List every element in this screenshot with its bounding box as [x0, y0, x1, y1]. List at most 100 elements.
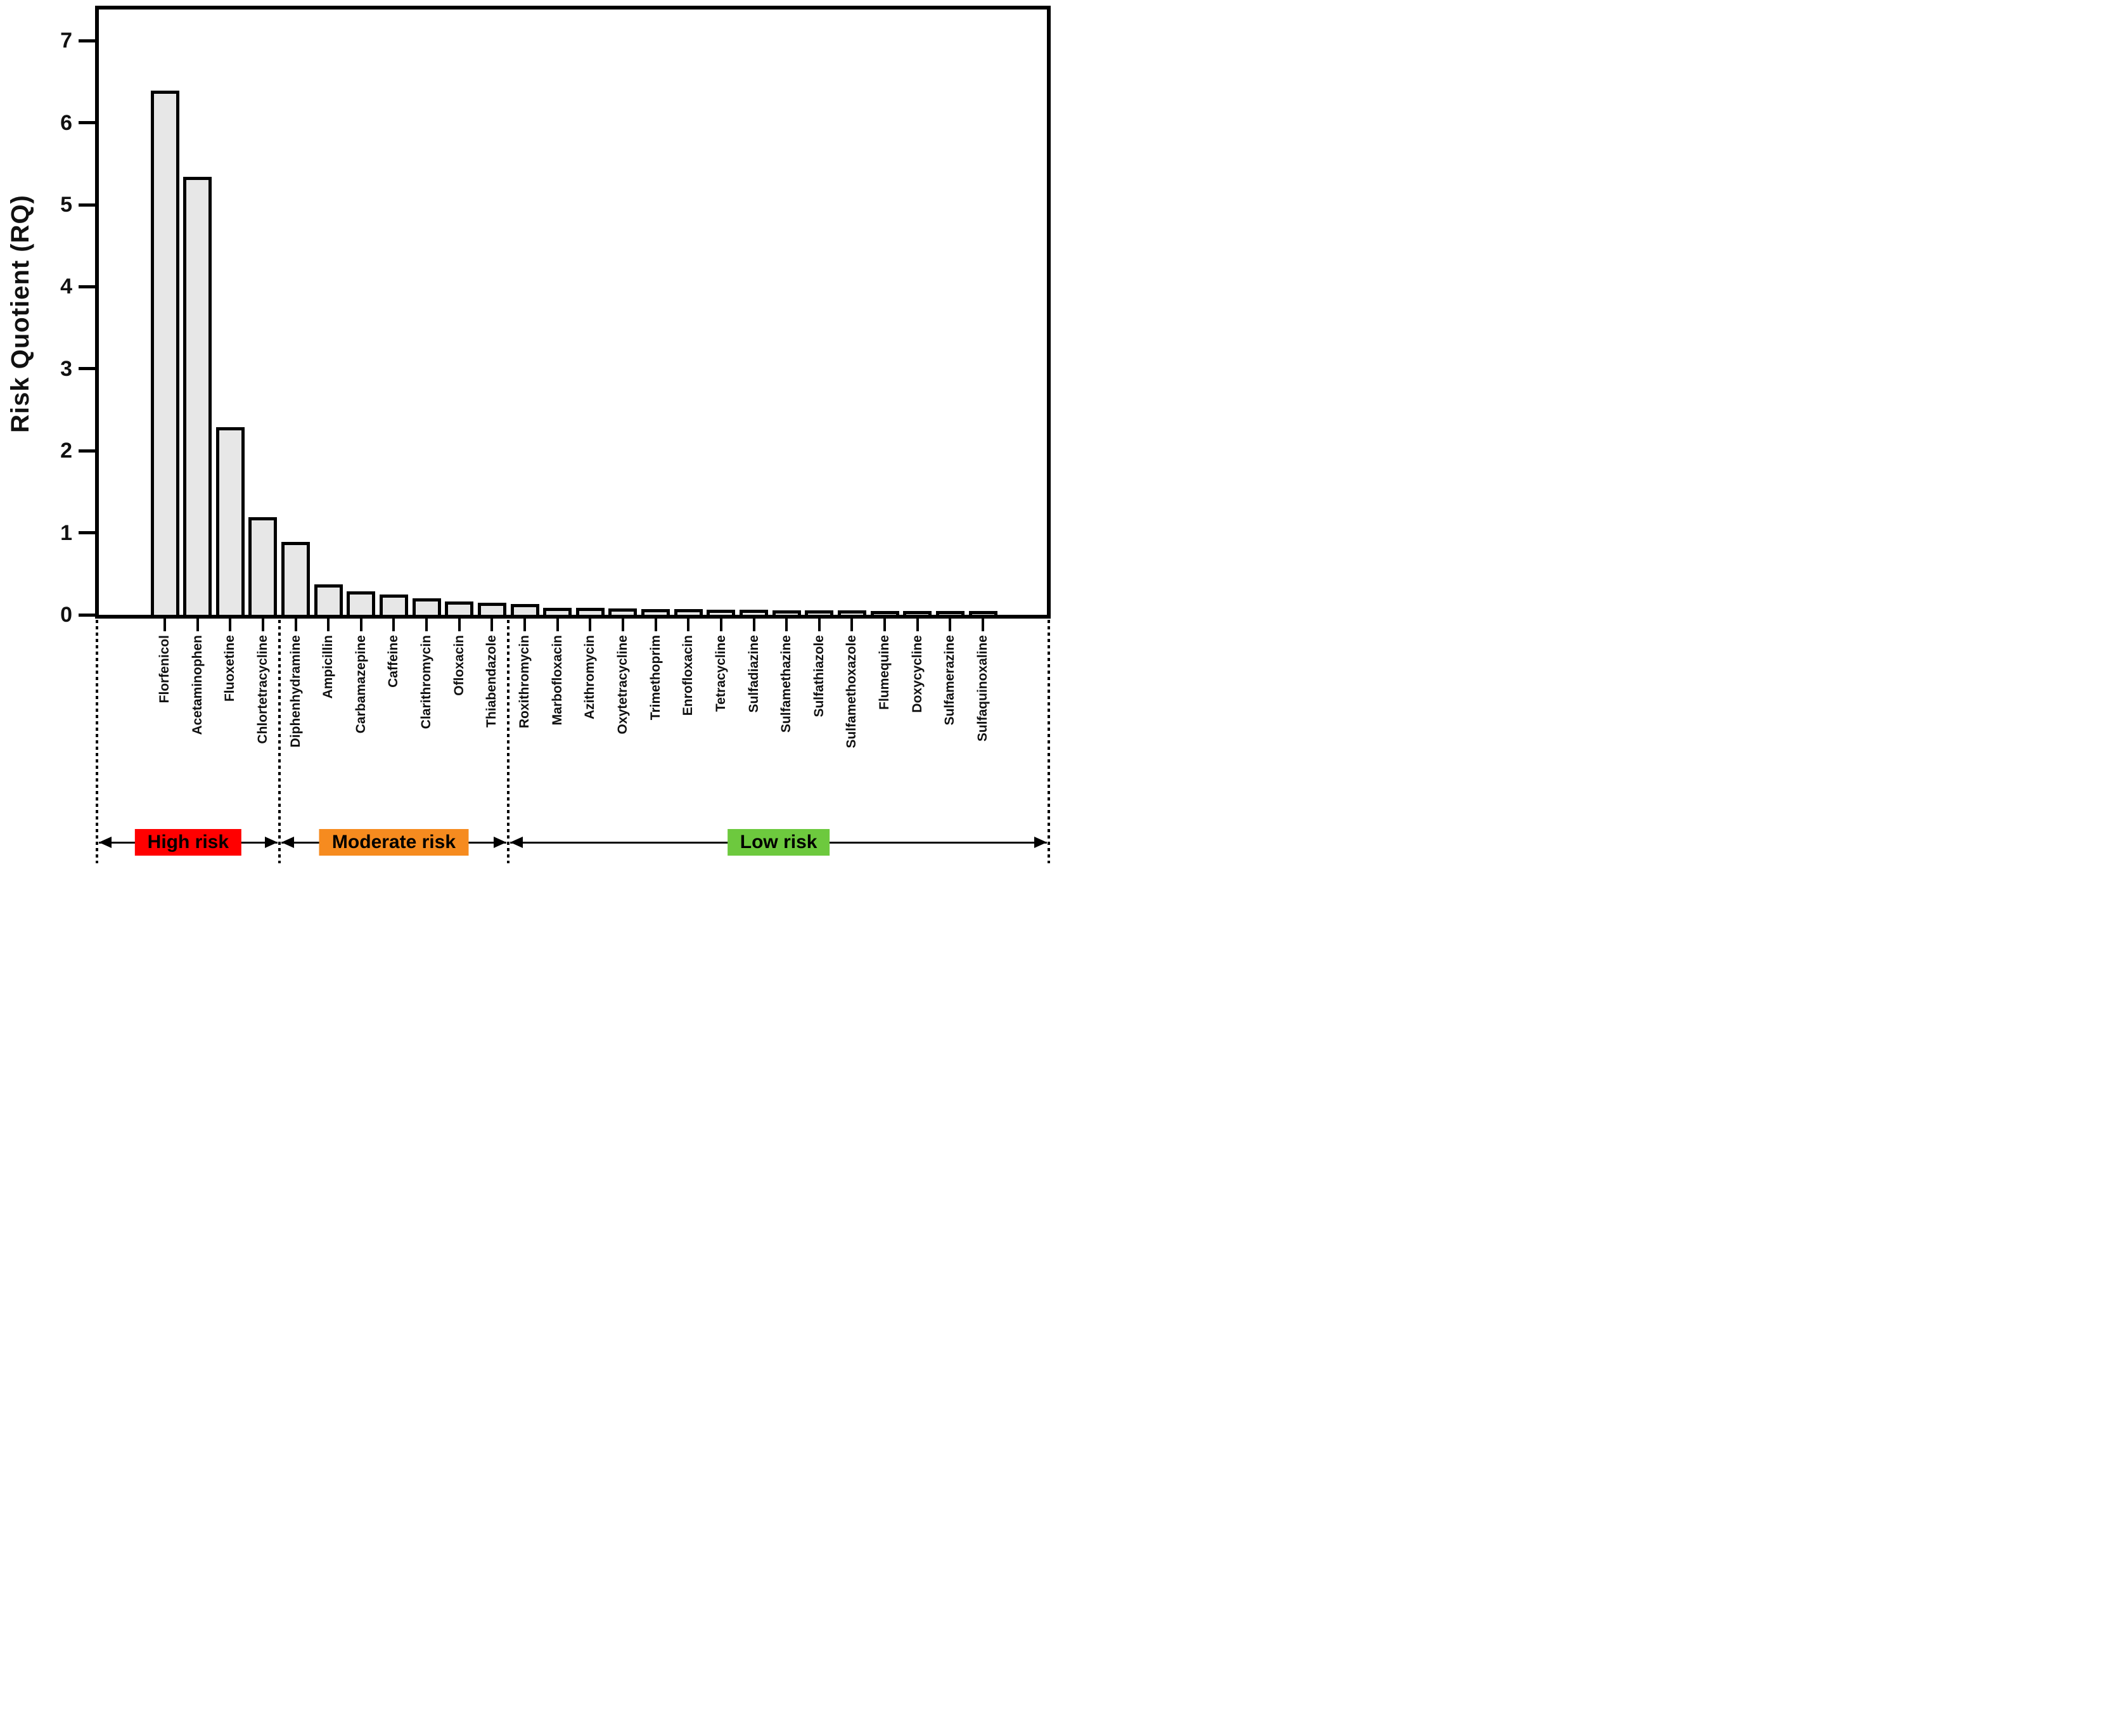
- x-tick-florfenicol: [163, 619, 166, 631]
- plot-frame: [95, 6, 1051, 619]
- x-tick-flumequine: [883, 619, 887, 631]
- x-tick-marbofloxacin: [556, 619, 559, 631]
- x-label-sulfamerazine: Sulfamerazine: [942, 635, 958, 726]
- x-label-sulfaquinoxaline: Sulfaquinoxaline: [975, 635, 990, 742]
- x-label-sulfamethoxazole: Sulfamethoxazole: [844, 635, 859, 749]
- x-label-carbamazepine: Carbamazepine: [353, 635, 368, 734]
- zone-arrowhead-right-low-risk: [1034, 837, 1047, 848]
- bar-chlortetracycline: [248, 517, 278, 615]
- bar-tetracycline: [707, 609, 736, 615]
- x-tick-roxithromycin: [523, 619, 527, 631]
- x-tick-sulfadiazine: [752, 619, 755, 631]
- x-label-acetaminophen: Acetaminophen: [189, 635, 205, 735]
- x-label-clarithromycin: Clarithromycin: [419, 635, 434, 730]
- zone-arrowhead-left-high-risk: [99, 837, 112, 848]
- bar-roxithromycin: [510, 604, 539, 615]
- bar-caffeine: [379, 594, 408, 615]
- x-label-sulfamethazine: Sulfamethazine: [779, 635, 794, 733]
- y-tick-6: [79, 121, 95, 125]
- y-tick-label-0: 0: [60, 603, 72, 627]
- y-axis-title: Risk Quotient (RQ): [6, 195, 34, 433]
- zone-label-low-risk: Low risk: [727, 829, 830, 856]
- bar-marbofloxacin: [543, 607, 572, 615]
- x-tick-ofloxacin: [458, 619, 461, 631]
- bar-diphenhydramine: [281, 542, 311, 615]
- x-label-thiabendazole: Thiabendazole: [484, 635, 499, 728]
- bar-sulfathiazole: [805, 610, 834, 615]
- zone-arrowhead-right-high-risk: [264, 837, 278, 848]
- x-tick-tetracycline: [719, 619, 722, 631]
- bar-ampicillin: [314, 584, 343, 615]
- x-label-flumequine: Flumequine: [877, 635, 892, 710]
- x-tick-azithromycin: [589, 619, 592, 631]
- bar-enrofloxacin: [674, 609, 703, 615]
- x-label-trimethoprim: Trimethoprim: [648, 635, 663, 721]
- x-label-fluoxetine: Fluoxetine: [222, 635, 238, 702]
- x-label-ampicillin: Ampicillin: [321, 635, 336, 699]
- bar-sulfaquinoxaline: [968, 611, 997, 615]
- y-tick-label-1: 1: [60, 520, 72, 545]
- y-tick-3: [79, 367, 95, 371]
- y-tick-label-3: 3: [60, 356, 72, 381]
- risk-separator-1: [96, 620, 98, 863]
- zone-label-moderate-risk: Moderate risk: [319, 829, 469, 856]
- y-tick-1: [79, 531, 95, 535]
- x-label-diphenhydramine: Diphenhydramine: [288, 635, 303, 748]
- bar-clarithromycin: [412, 598, 441, 615]
- x-tick-acetaminophen: [196, 619, 199, 631]
- y-tick-label-6: 6: [60, 110, 72, 135]
- y-tick-label-7: 7: [60, 29, 72, 53]
- x-label-roxithromycin: Roxithromycin: [517, 635, 532, 729]
- x-tick-ampicillin: [327, 619, 330, 631]
- x-label-chlortetracycline: Chlortetracycline: [255, 635, 270, 744]
- risk-quotient-bar-chart: Risk Quotient (RQ) 0 1 2 3 4 5 6 7 Florfenicol A…: [0, 0, 1054, 868]
- zone-arrowhead-left-moderate-risk: [281, 837, 294, 848]
- bar-acetaminophen: [183, 177, 212, 615]
- bar-fluoxetine: [215, 427, 245, 615]
- x-label-ofloxacin: Ofloxacin: [451, 635, 466, 696]
- x-label-doxycycline: Doxycycline: [909, 635, 925, 713]
- x-label-oxytetracycline: Oxytetracycline: [615, 635, 630, 735]
- x-label-marbofloxacin: Marbofloxacin: [549, 635, 565, 726]
- x-tick-trimethoprim: [654, 619, 657, 631]
- bar-sulfamerazine: [935, 610, 965, 615]
- bar-carbamazepine: [347, 591, 376, 615]
- x-tick-clarithromycin: [425, 619, 428, 631]
- x-tick-sulfaquinoxaline: [982, 619, 984, 631]
- x-tick-sulfamethazine: [785, 619, 788, 631]
- x-tick-sulfamerazine: [949, 619, 952, 631]
- x-tick-sulfathiazole: [817, 619, 821, 631]
- bar-sulfamethoxazole: [837, 610, 866, 615]
- x-label-azithromycin: Azithromycin: [582, 635, 598, 720]
- x-tick-sulfamethoxazole: [850, 619, 854, 631]
- y-tick-7: [79, 39, 95, 42]
- risk-separator-4: [1048, 620, 1050, 863]
- x-tick-fluoxetine: [229, 619, 232, 631]
- x-tick-oxytetracycline: [621, 619, 624, 631]
- y-tick-label-2: 2: [60, 439, 72, 463]
- x-label-tetracycline: Tetracycline: [713, 635, 728, 712]
- risk-separator-3: [507, 620, 510, 863]
- zone-arrowhead-left-low-risk: [510, 837, 523, 848]
- bar-trimethoprim: [641, 609, 670, 615]
- bar-florfenicol: [150, 91, 179, 615]
- x-tick-thiabendazole: [490, 619, 494, 631]
- x-label-florfenicol: Florfenicol: [157, 635, 172, 704]
- x-tick-caffeine: [392, 619, 395, 631]
- bar-sulfadiazine: [740, 610, 769, 615]
- x-tick-enrofloxacin: [687, 619, 690, 631]
- y-tick-label-4: 4: [60, 274, 72, 299]
- x-label-sulfathiazole: Sulfathiazole: [811, 635, 826, 717]
- bar-oxytetracycline: [608, 608, 638, 615]
- y-tick-2: [79, 449, 95, 453]
- x-tick-diphenhydramine: [294, 619, 297, 631]
- bar-azithromycin: [575, 608, 605, 615]
- bar-sulfamethazine: [772, 610, 801, 615]
- x-tick-chlortetracycline: [261, 619, 264, 631]
- x-tick-doxycycline: [916, 619, 919, 631]
- x-tick-carbamazepine: [359, 619, 362, 631]
- y-tick-0: [79, 613, 95, 617]
- zone-label-high-risk: High risk: [134, 829, 242, 856]
- x-label-enrofloxacin: Enrofloxacin: [681, 635, 696, 716]
- y-tick-label-5: 5: [60, 193, 72, 217]
